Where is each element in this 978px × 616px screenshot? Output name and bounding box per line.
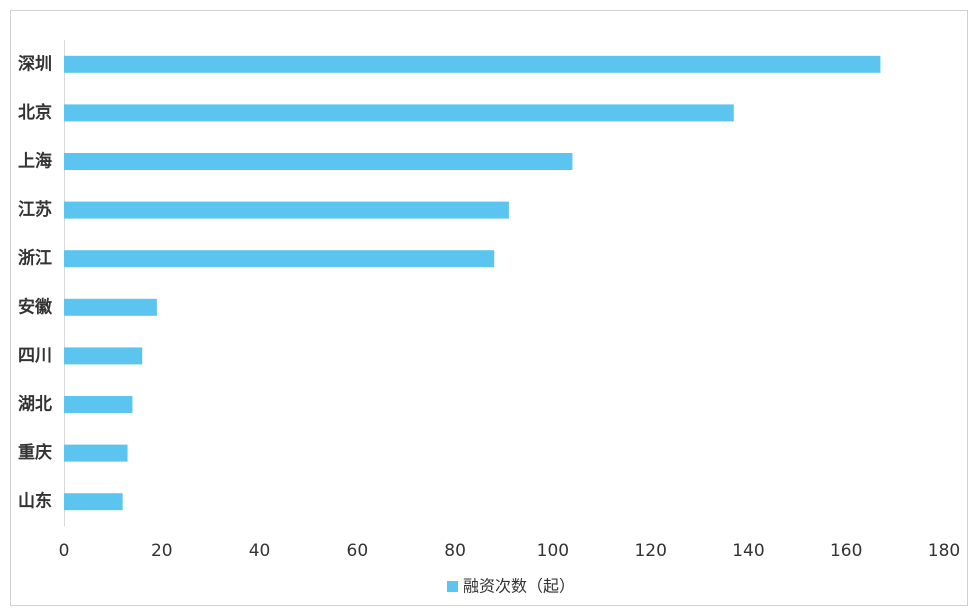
x-tick-label: 100 <box>537 541 569 561</box>
bar <box>64 396 133 413</box>
legend-swatch <box>447 581 458 592</box>
y-tick-label: 四川 <box>18 346 52 366</box>
x-tick-label: 60 <box>347 541 369 561</box>
bar <box>64 298 157 316</box>
y-tick-label: 江苏 <box>18 199 52 220</box>
bar <box>64 104 734 122</box>
y-tick-label: 深圳 <box>18 53 52 74</box>
y-tick-label: 上海 <box>18 151 52 172</box>
y-tick-label: 浙江 <box>18 248 52 269</box>
bar <box>64 493 123 511</box>
x-tick-label: 160 <box>830 541 862 561</box>
bar <box>64 347 143 365</box>
x-tick-label: 80 <box>444 541 466 561</box>
bar <box>64 250 495 268</box>
x-tick-label: 120 <box>634 541 666 561</box>
bar <box>64 55 881 73</box>
x-tick-label: 20 <box>151 541 173 561</box>
y-tick-label: 北京 <box>18 102 52 123</box>
x-tick-label: 180 <box>928 541 960 561</box>
y-tick-label: 山东 <box>18 491 52 512</box>
x-tick-label: 0 <box>59 541 70 561</box>
y-tick-label: 湖北 <box>18 395 52 415</box>
x-tick-label: 40 <box>249 541 271 561</box>
bar <box>64 444 128 462</box>
y-tick-label: 安徽 <box>18 296 53 317</box>
legend-label: 融资次数（起） <box>463 577 575 596</box>
bar <box>64 201 509 219</box>
x-tick-label: 140 <box>732 541 764 561</box>
y-tick-label: 重庆 <box>18 442 52 463</box>
bar <box>64 153 573 170</box>
